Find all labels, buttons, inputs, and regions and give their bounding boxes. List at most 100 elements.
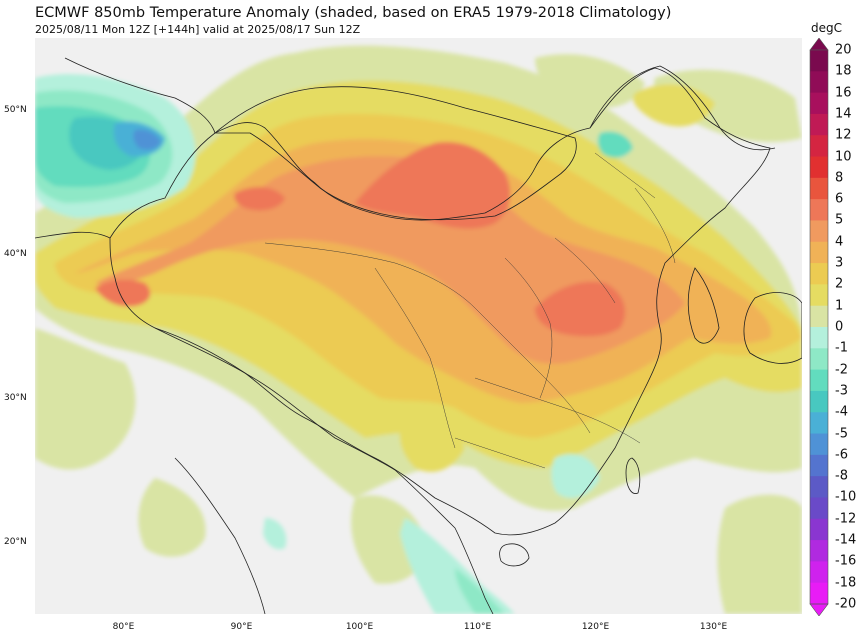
colorbar-segment bbox=[810, 561, 828, 584]
province-border bbox=[554, 237, 616, 304]
colorbar-tick-label: 18 bbox=[835, 63, 852, 79]
colorbar-tick-label: -18 bbox=[835, 575, 857, 591]
lon-tick-label: 130°E bbox=[699, 622, 728, 632]
colorbar-tick-label: 2 bbox=[835, 276, 844, 292]
colorbar-segment bbox=[810, 284, 828, 307]
colorbar-segment bbox=[810, 135, 828, 158]
lat-tick-label: 30°N bbox=[4, 393, 27, 403]
colorbar-segment bbox=[810, 497, 828, 520]
lon-tick-label: 90°E bbox=[230, 622, 253, 632]
kazakhstan-north-border bbox=[64, 57, 216, 134]
colorbar-tick-label: 8 bbox=[835, 170, 844, 186]
province-border bbox=[454, 437, 546, 469]
lat-tick-label: 50°N bbox=[4, 105, 27, 115]
anomaly-zone-minus1-arabian-sea bbox=[263, 518, 287, 550]
colorbar-max-triangle bbox=[809, 38, 829, 51]
colorbar-segment bbox=[810, 540, 828, 562]
korea-peninsula bbox=[687, 267, 720, 344]
anomaly-zone-plus6-mongolia bbox=[355, 142, 511, 229]
colorbar-tick-label: -10 bbox=[835, 489, 857, 505]
map-panel bbox=[35, 38, 802, 614]
colorbar-segment bbox=[810, 50, 828, 72]
colorbar-tick-label: 1 bbox=[835, 298, 844, 314]
colorbar-tick-label: -3 bbox=[835, 383, 848, 399]
colorbar-segment bbox=[810, 156, 828, 179]
province-border bbox=[474, 377, 641, 444]
colorbar bbox=[809, 38, 829, 616]
colorbar-segment bbox=[810, 199, 828, 221]
colorbar-tick-label: -12 bbox=[835, 511, 857, 527]
colorbar-tick-label: -8 bbox=[835, 468, 848, 484]
anomaly-zone-plus2-northeast bbox=[633, 84, 715, 127]
lon-tick-label: 110°E bbox=[463, 622, 492, 632]
colorbar-tick-label: -20 bbox=[835, 596, 857, 612]
anomaly-zone-plus2-southeast bbox=[399, 415, 465, 472]
anomaly-zone-plus1-northeast bbox=[535, 54, 645, 108]
colorbar-tick-label: 4 bbox=[835, 234, 844, 250]
hainan-island bbox=[499, 543, 530, 567]
colorbar-segment bbox=[810, 220, 828, 243]
colorbar-tick-label: -2 bbox=[835, 362, 848, 378]
colorbar-tick-label: 5 bbox=[835, 212, 844, 228]
colorbar-tick-label: -4 bbox=[835, 404, 848, 420]
colorbar-tick-label: 0 bbox=[835, 319, 844, 335]
mongolia-border bbox=[213, 86, 577, 221]
colorbar-outline bbox=[809, 49, 829, 605]
colorbar-segment bbox=[810, 433, 828, 456]
colorbar-segment bbox=[810, 305, 828, 328]
colorbar-segment bbox=[810, 582, 828, 605]
colorbar-tick-label: -16 bbox=[835, 553, 857, 569]
colorbar-segment bbox=[810, 412, 828, 435]
anomaly-zone-plus1-southwest bbox=[138, 478, 206, 557]
anomaly-zone-plus6-north-china bbox=[535, 281, 625, 337]
colorbar-tick-label: 6 bbox=[835, 191, 844, 207]
province-border bbox=[264, 242, 476, 309]
indochina-outline bbox=[394, 469, 494, 614]
colorbar-segment bbox=[810, 71, 828, 94]
colorbar-segment bbox=[810, 348, 828, 371]
borders-layer bbox=[35, 57, 802, 614]
province-borders bbox=[264, 152, 676, 469]
anomaly-zone-minus6-kazakhstan bbox=[133, 129, 161, 150]
colorbar-tick-label: -1 bbox=[835, 340, 848, 356]
colorbar-tick-label: 16 bbox=[835, 85, 852, 101]
colorbar-segment bbox=[810, 369, 828, 392]
colorbar-tick-label: 20 bbox=[835, 42, 852, 58]
colorbar-segment bbox=[810, 113, 828, 136]
colorbar-min-triangle bbox=[809, 603, 829, 616]
anomaly-zone-plus6-dzungaria bbox=[234, 186, 285, 211]
province-border bbox=[634, 187, 676, 264]
colorbar-unit: degC bbox=[811, 21, 842, 35]
colorbar-segment bbox=[810, 476, 828, 498]
colorbar-tick-label: 10 bbox=[835, 149, 852, 165]
anomaly-zone-minus1-bay-of-bengal bbox=[400, 518, 515, 614]
lat-tick-label: 40°N bbox=[4, 249, 27, 259]
province-border bbox=[504, 257, 553, 399]
south-asia-coast bbox=[174, 457, 266, 614]
colorbar-tick-label: 12 bbox=[835, 127, 852, 143]
colorbar-segment bbox=[810, 177, 828, 200]
colorbar-segment bbox=[810, 92, 828, 115]
anomaly-map bbox=[35, 45, 802, 614]
colorbar-segment bbox=[810, 454, 828, 477]
anomaly-zone-minus2-bay-of-bengal bbox=[455, 568, 505, 614]
lon-tick-label: 80°E bbox=[112, 622, 135, 632]
colorbar-tick-label: 3 bbox=[835, 255, 844, 271]
colorbar-segment bbox=[810, 241, 828, 264]
india-china-border bbox=[154, 327, 396, 471]
lon-tick-label: 120°E bbox=[581, 622, 610, 632]
lat-tick-label: 20°N bbox=[4, 537, 27, 547]
anomaly-shading bbox=[35, 45, 802, 614]
anomaly-zone-plus1-south bbox=[351, 495, 426, 584]
japan-honshu bbox=[743, 292, 802, 364]
colorbar-tick-label: 14 bbox=[835, 106, 852, 122]
lon-tick-label: 100°E bbox=[345, 622, 374, 632]
anomaly-zone-plus1-east bbox=[717, 494, 802, 614]
anomaly-zone-plus6-xinjiang bbox=[95, 279, 151, 307]
taiwan-island bbox=[625, 457, 641, 494]
russia-china-border-northeast bbox=[589, 65, 776, 151]
anomaly-zone-plus1-west bbox=[35, 328, 136, 470]
map-subtitle: 2025/08/11 Mon 12Z [+144h] valid at 2025… bbox=[35, 23, 361, 36]
kazakhstan-border bbox=[35, 231, 111, 239]
colorbar-segment bbox=[810, 518, 828, 541]
